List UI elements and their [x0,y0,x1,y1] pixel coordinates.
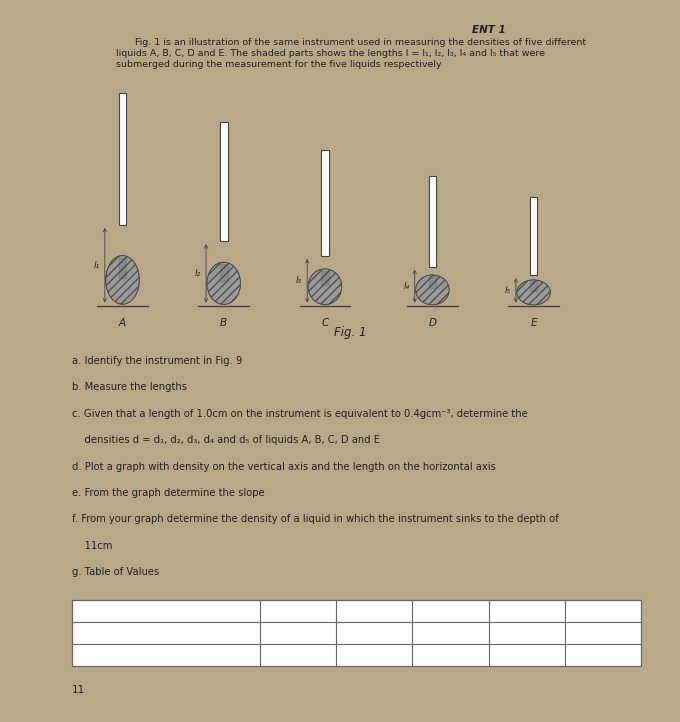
Text: Fig. 1: Fig. 1 [334,326,367,339]
Text: 11cm: 11cm [72,541,112,550]
Text: a. Identify the instrument in Fig. 9: a. Identify the instrument in Fig. 9 [72,356,242,366]
Polygon shape [308,269,341,305]
Text: ENT 1: ENT 1 [473,25,506,35]
Polygon shape [321,271,328,285]
Polygon shape [517,280,550,305]
Text: densities d = d₁, d₂, d₃, d₄ and d₅ of liquids A, B, C, D and E: densities d = d₁, d₂, d₃, d₄ and d₅ of l… [72,435,380,445]
Polygon shape [220,122,228,241]
Polygon shape [220,264,228,282]
Text: l₂: l₂ [195,269,201,278]
Polygon shape [415,275,449,305]
Polygon shape [321,150,328,256]
Polygon shape [106,256,139,304]
Text: E: E [530,318,537,328]
Polygon shape [119,93,126,225]
Text: l₃: l₃ [296,276,302,285]
Text: c. Given that a length of 1.0cm on the instrument is equivalent to 0.4gcm⁻³, det: c. Given that a length of 1.0cm on the i… [72,409,528,419]
Bar [72,600,641,666]
Polygon shape [428,176,436,266]
Polygon shape [106,256,139,304]
Text: l₅: l₅ [505,286,511,295]
Text: B: B [220,318,227,328]
Text: 11: 11 [72,685,85,695]
Polygon shape [415,275,449,305]
Text: D: D [428,318,437,328]
Text: l₁: l₁ [94,261,100,270]
Text: A: A [119,318,126,328]
Text: e. From the graph determine the slope: e. From the graph determine the slope [72,488,265,498]
Text: C: C [321,318,328,328]
Text: l₄: l₄ [403,282,409,291]
Polygon shape [308,269,341,305]
Polygon shape [428,277,436,289]
Text: f. From your graph determine the density of a liquid in which the instrument sin: f. From your graph determine the density… [72,514,559,524]
Polygon shape [207,262,241,304]
Text: d. Plot a graph with density on the vertical axis and the length on the horizont: d. Plot a graph with density on the vert… [72,461,496,471]
Polygon shape [530,281,537,291]
Polygon shape [119,258,126,277]
Polygon shape [207,262,241,304]
Text: b. Measure the lengths: b. Measure the lengths [72,383,187,393]
Text: g. Table of Values: g. Table of Values [72,567,159,577]
Text: Fig. 1 is an illustration of the same instrument used in measuring the densities: Fig. 1 is an illustration of the same in… [135,38,586,47]
Polygon shape [517,280,550,305]
Text: liquids A, B, C, D and E. The shaded parts shows the lengths l = l₁, l₂, l₃, l₄ : liquids A, B, C, D and E. The shaded par… [116,49,545,58]
Text: submerged during the measurement for the five liquids respectively: submerged during the measurement for the… [116,60,442,69]
Polygon shape [530,197,537,275]
